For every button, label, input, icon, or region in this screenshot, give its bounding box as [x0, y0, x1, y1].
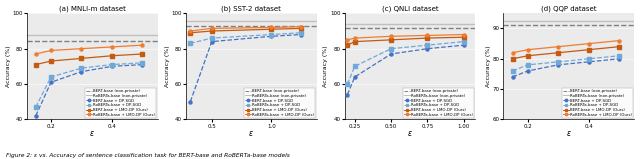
X-axis label: ε: ε [90, 128, 94, 138]
Title: (d) QQP dataset: (d) QQP dataset [541, 6, 596, 12]
X-axis label: ε: ε [249, 128, 253, 138]
X-axis label: ε: ε [567, 128, 571, 138]
Legend: BERT-base (non-private), RoBERTa-base (non-private), BERT-base + DP-SGD, RoBERTa: BERT-base (non-private), RoBERTa-base (n… [244, 88, 316, 118]
Title: (b) SST-2 dataset: (b) SST-2 dataset [221, 6, 281, 12]
Legend: BERT-base (non-private), RoBERTa-base (non-private), BERT-base + DP-SGD, RoBERTa: BERT-base (non-private), RoBERTa-base (n… [403, 88, 474, 118]
X-axis label: ε: ε [408, 128, 412, 138]
Y-axis label: Accuracy (%): Accuracy (%) [6, 45, 10, 87]
Title: (a) MNLI-m dataset: (a) MNLI-m dataset [59, 6, 125, 12]
Title: (c) QNLI dataset: (c) QNLI dataset [381, 6, 438, 12]
Legend: BERT-base (non-private), RoBERTa-base (non-private), BERT-base + DP-SGD, RoBERTa: BERT-base (non-private), RoBERTa-base (n… [562, 88, 633, 118]
Y-axis label: Accuracy (%): Accuracy (%) [486, 45, 491, 87]
Y-axis label: Accuracy (%): Accuracy (%) [323, 45, 328, 87]
Text: Figure 2: ε vs. Accuracy of sentence classification task for BERT-base and RoBER: Figure 2: ε vs. Accuracy of sentence cla… [6, 153, 290, 158]
Y-axis label: Accuracy (%): Accuracy (%) [164, 45, 170, 87]
Legend: BERT-base (non-private), RoBERTa-base (non-private), BERT-base + DP-SGD, RoBERTa: BERT-base (non-private), RoBERTa-base (n… [85, 88, 156, 118]
